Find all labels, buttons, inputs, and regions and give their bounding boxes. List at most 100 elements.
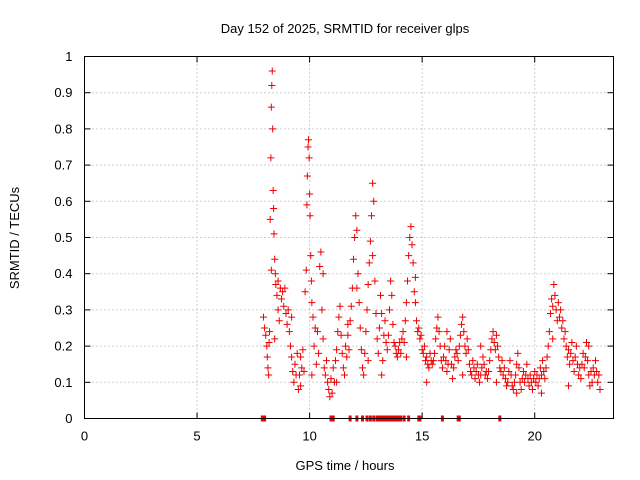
data-point xyxy=(264,364,272,372)
data-point xyxy=(594,378,602,386)
data-point xyxy=(562,342,570,350)
data-point xyxy=(294,386,302,394)
y-tick-label: 0.9 xyxy=(54,85,72,100)
data-point xyxy=(282,310,290,318)
data-point xyxy=(399,328,407,336)
data-point xyxy=(377,291,385,299)
data-point xyxy=(451,353,459,361)
data-point xyxy=(398,335,406,343)
data-point xyxy=(428,360,436,368)
data-point xyxy=(269,125,277,133)
data-point xyxy=(384,331,392,339)
y-tick-label: 0.8 xyxy=(54,121,72,136)
data-point xyxy=(571,353,579,361)
data-point xyxy=(441,342,449,350)
data-point xyxy=(309,313,317,321)
data-point xyxy=(433,324,441,332)
data-point xyxy=(322,357,330,365)
data-point xyxy=(273,291,281,299)
data-point xyxy=(494,342,502,350)
data-point xyxy=(315,349,323,357)
data-point xyxy=(585,342,593,350)
data-point xyxy=(298,364,306,372)
data-point xyxy=(506,357,514,365)
data-point xyxy=(267,154,275,162)
data-point xyxy=(405,252,413,260)
data-point xyxy=(261,324,269,332)
data-point xyxy=(578,360,586,368)
data-point xyxy=(284,306,292,314)
data-point xyxy=(362,328,370,336)
data-point xyxy=(513,389,521,397)
data-point xyxy=(416,335,424,343)
data-point xyxy=(549,302,557,310)
data-point xyxy=(281,284,289,292)
data-point xyxy=(336,302,344,310)
data-point xyxy=(285,328,293,336)
data-point xyxy=(540,367,548,375)
data-point xyxy=(429,357,437,365)
data-point xyxy=(289,367,297,375)
data-point xyxy=(320,364,328,372)
data-point xyxy=(317,248,325,256)
data-point xyxy=(434,313,442,321)
data-point xyxy=(534,382,542,390)
data-point xyxy=(561,328,569,336)
data-point xyxy=(364,281,372,289)
data-point xyxy=(386,306,394,314)
data-point xyxy=(305,154,313,162)
data-point xyxy=(280,302,288,310)
data-point xyxy=(526,371,534,379)
data-point xyxy=(566,360,574,368)
data-point xyxy=(265,338,273,346)
data-point xyxy=(460,328,468,336)
data-point xyxy=(500,364,508,372)
data-point xyxy=(288,313,296,321)
data-point xyxy=(275,317,283,325)
data-point xyxy=(374,349,382,357)
data-point xyxy=(302,266,310,274)
data-point xyxy=(355,299,363,307)
data-point xyxy=(279,288,287,296)
data-point xyxy=(523,360,531,368)
data-point xyxy=(393,353,401,361)
data-point xyxy=(408,241,416,249)
data-point xyxy=(458,320,466,328)
y-tick-label: 0.4 xyxy=(54,266,72,281)
data-point xyxy=(501,375,509,383)
data-point xyxy=(297,382,305,390)
y-tick-label: 0.5 xyxy=(54,230,72,245)
data-point xyxy=(509,386,517,394)
data-point xyxy=(570,367,578,375)
data-point xyxy=(270,205,278,213)
data-point xyxy=(442,357,450,365)
data-point xyxy=(387,277,395,285)
data-point xyxy=(418,346,426,354)
data-point xyxy=(468,371,476,379)
data-point xyxy=(499,371,507,379)
data-point xyxy=(513,360,521,368)
data-point xyxy=(465,360,473,368)
data-point xyxy=(546,310,554,318)
data-point xyxy=(449,375,457,383)
data-point xyxy=(411,299,419,307)
data-point xyxy=(579,349,587,357)
data-point xyxy=(268,67,276,75)
data-point xyxy=(577,375,585,383)
y-tick-label: 0.2 xyxy=(54,339,72,354)
data-point xyxy=(283,320,291,328)
data-point xyxy=(476,378,484,386)
x-axis-label: GPS time / hours xyxy=(296,458,395,473)
data-point xyxy=(459,371,467,379)
data-point xyxy=(397,349,405,357)
data-point xyxy=(462,349,470,357)
data-point xyxy=(452,346,460,354)
data-point xyxy=(306,190,314,198)
data-point xyxy=(388,291,396,299)
data-point xyxy=(528,386,536,394)
data-point xyxy=(368,212,376,220)
data-point xyxy=(554,299,562,307)
data-point xyxy=(557,306,565,314)
data-point xyxy=(344,320,352,328)
data-point xyxy=(300,367,308,375)
